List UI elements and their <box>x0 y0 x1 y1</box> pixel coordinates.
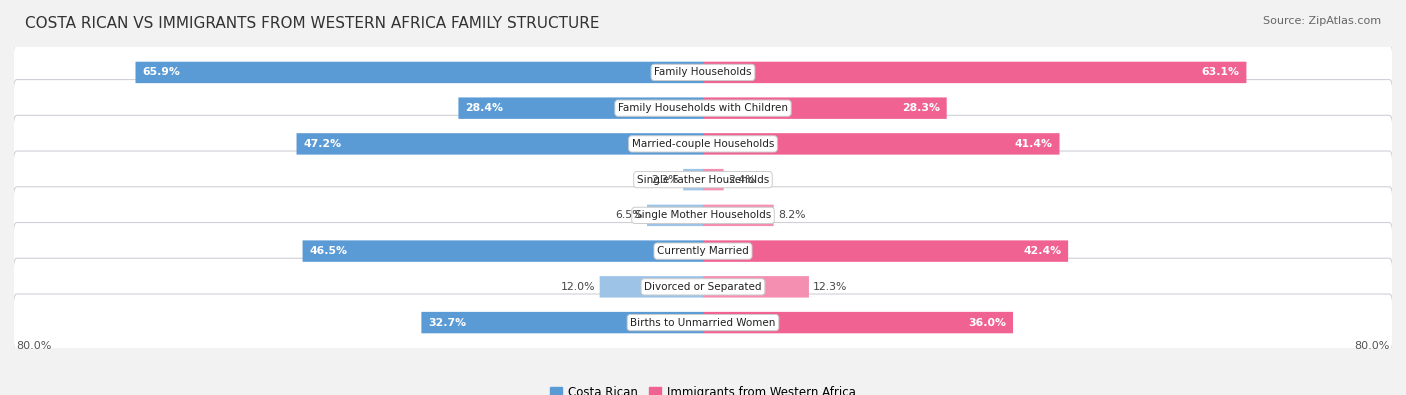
FancyBboxPatch shape <box>13 115 1393 173</box>
FancyBboxPatch shape <box>703 312 1012 333</box>
Text: 32.7%: 32.7% <box>429 318 467 327</box>
Text: 6.5%: 6.5% <box>616 211 643 220</box>
FancyBboxPatch shape <box>703 276 808 297</box>
Text: 42.4%: 42.4% <box>1024 246 1062 256</box>
FancyBboxPatch shape <box>297 133 703 154</box>
FancyBboxPatch shape <box>135 62 703 83</box>
FancyBboxPatch shape <box>703 62 1246 83</box>
Text: Divorced or Separated: Divorced or Separated <box>644 282 762 292</box>
FancyBboxPatch shape <box>647 205 703 226</box>
FancyBboxPatch shape <box>703 98 946 119</box>
Text: 36.0%: 36.0% <box>969 318 1007 327</box>
Text: 8.2%: 8.2% <box>778 211 806 220</box>
Text: 2.4%: 2.4% <box>728 175 755 184</box>
Text: 80.0%: 80.0% <box>17 341 52 351</box>
Legend: Costa Rican, Immigrants from Western Africa: Costa Rican, Immigrants from Western Afr… <box>550 386 856 395</box>
FancyBboxPatch shape <box>13 187 1393 244</box>
Text: 28.3%: 28.3% <box>901 103 939 113</box>
Text: 12.3%: 12.3% <box>813 282 848 292</box>
Text: 65.9%: 65.9% <box>142 68 180 77</box>
FancyBboxPatch shape <box>422 312 703 333</box>
Text: 41.4%: 41.4% <box>1015 139 1053 149</box>
FancyBboxPatch shape <box>13 79 1393 137</box>
FancyBboxPatch shape <box>13 294 1393 351</box>
FancyBboxPatch shape <box>13 151 1393 208</box>
FancyBboxPatch shape <box>683 169 703 190</box>
FancyBboxPatch shape <box>13 222 1393 280</box>
FancyBboxPatch shape <box>13 258 1393 316</box>
Text: Married-couple Households: Married-couple Households <box>631 139 775 149</box>
Text: 63.1%: 63.1% <box>1202 68 1240 77</box>
FancyBboxPatch shape <box>599 276 703 297</box>
Text: 2.3%: 2.3% <box>651 175 679 184</box>
Text: 47.2%: 47.2% <box>304 139 342 149</box>
Text: 12.0%: 12.0% <box>561 282 595 292</box>
FancyBboxPatch shape <box>13 44 1393 101</box>
FancyBboxPatch shape <box>703 205 773 226</box>
Text: Family Households with Children: Family Households with Children <box>619 103 787 113</box>
Text: Single Father Households: Single Father Households <box>637 175 769 184</box>
Text: Family Households: Family Households <box>654 68 752 77</box>
Text: Source: ZipAtlas.com: Source: ZipAtlas.com <box>1263 16 1381 26</box>
Text: 80.0%: 80.0% <box>1354 341 1389 351</box>
Text: Currently Married: Currently Married <box>657 246 749 256</box>
FancyBboxPatch shape <box>703 169 724 190</box>
Text: 46.5%: 46.5% <box>309 246 347 256</box>
Text: Single Mother Households: Single Mother Households <box>636 211 770 220</box>
FancyBboxPatch shape <box>458 98 703 119</box>
Text: COSTA RICAN VS IMMIGRANTS FROM WESTERN AFRICA FAMILY STRUCTURE: COSTA RICAN VS IMMIGRANTS FROM WESTERN A… <box>25 16 600 31</box>
Text: 28.4%: 28.4% <box>465 103 503 113</box>
FancyBboxPatch shape <box>703 241 1069 262</box>
FancyBboxPatch shape <box>302 241 703 262</box>
Text: Births to Unmarried Women: Births to Unmarried Women <box>630 318 776 327</box>
FancyBboxPatch shape <box>703 133 1060 154</box>
